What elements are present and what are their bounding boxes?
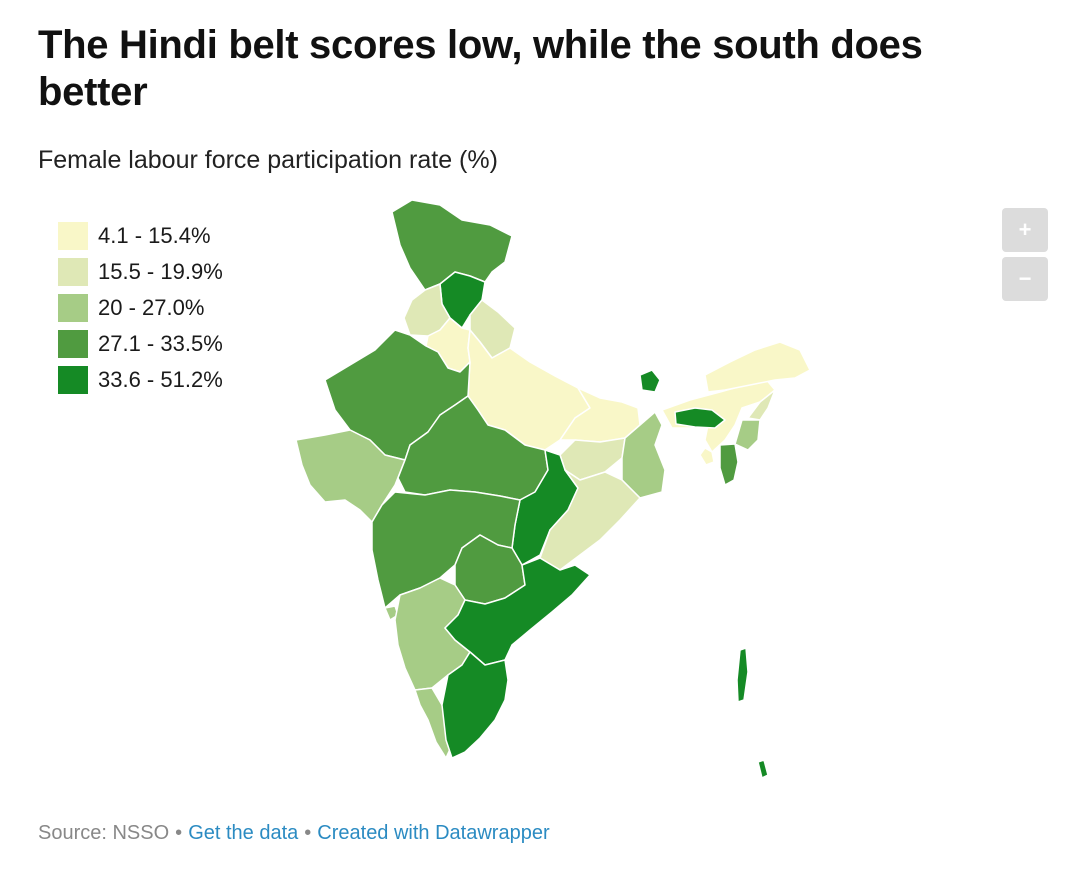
- region-tamil-nadu[interactable]: [441, 651, 509, 759]
- legend-item: 27.1 - 33.5%: [58, 326, 223, 362]
- region-odisha[interactable]: [539, 469, 641, 571]
- region-sikkim[interactable]: [639, 369, 661, 393]
- datawrapper-link[interactable]: Created with Datawrapper: [317, 822, 550, 844]
- zoom-out-button[interactable]: −: [1002, 257, 1048, 301]
- region-andaman-nicobar[interactable]: [736, 647, 749, 703]
- region-meghalaya[interactable]: [674, 407, 726, 429]
- legend-swatch: [58, 222, 88, 250]
- region-manipur[interactable]: [734, 419, 761, 451]
- legend-label: 27.1 - 33.5%: [98, 331, 223, 356]
- region-kerala[interactable]: [414, 687, 453, 759]
- legend-item: 4.1 - 15.4%: [58, 218, 223, 254]
- legend: 4.1 - 15.4% 15.5 - 19.9% 20 - 27.0% 27.1…: [58, 218, 223, 398]
- legend-item: 15.5 - 19.9%: [58, 254, 223, 290]
- legend-item: 20 - 27.0%: [58, 290, 223, 326]
- india-choropleth-map[interactable]: [290, 190, 820, 790]
- legend-swatch: [58, 258, 88, 286]
- region-andaman-nicobar-south[interactable]: [757, 759, 769, 779]
- legend-item: 33.6 - 51.2%: [58, 362, 223, 398]
- minus-icon: −: [1018, 266, 1032, 291]
- region-tripura[interactable]: [699, 447, 715, 466]
- plus-icon: +: [1018, 217, 1032, 242]
- region-jammu-kashmir[interactable]: [391, 199, 513, 291]
- legend-swatch: [58, 294, 88, 322]
- region-west-bengal[interactable]: [621, 411, 666, 499]
- region-arunachal-pradesh[interactable]: [704, 341, 811, 393]
- legend-swatch: [58, 330, 88, 358]
- region-mizoram[interactable]: [719, 443, 739, 486]
- legend-label: 4.1 - 15.4%: [98, 223, 211, 248]
- legend-label: 15.5 - 19.9%: [98, 259, 223, 284]
- legend-swatch: [58, 366, 88, 394]
- get-data-link[interactable]: Get the data: [188, 822, 299, 844]
- legend-label: 20 - 27.0%: [98, 295, 205, 320]
- separator-dot: •: [304, 822, 312, 844]
- zoom-in-button[interactable]: +: [1002, 208, 1048, 252]
- footer: Source: NSSO • Get the data • Created with D…: [38, 822, 550, 845]
- chart-title: The Hindi belt scores low, while the sou…: [38, 23, 923, 114]
- chart-subtitle: Female labour force participation rate (…: [38, 146, 498, 174]
- region-nagaland[interactable]: [747, 389, 776, 421]
- source-text: Source: NSSO: [38, 822, 170, 844]
- legend-label: 33.6 - 51.2%: [98, 367, 223, 392]
- separator-dot: •: [175, 822, 183, 844]
